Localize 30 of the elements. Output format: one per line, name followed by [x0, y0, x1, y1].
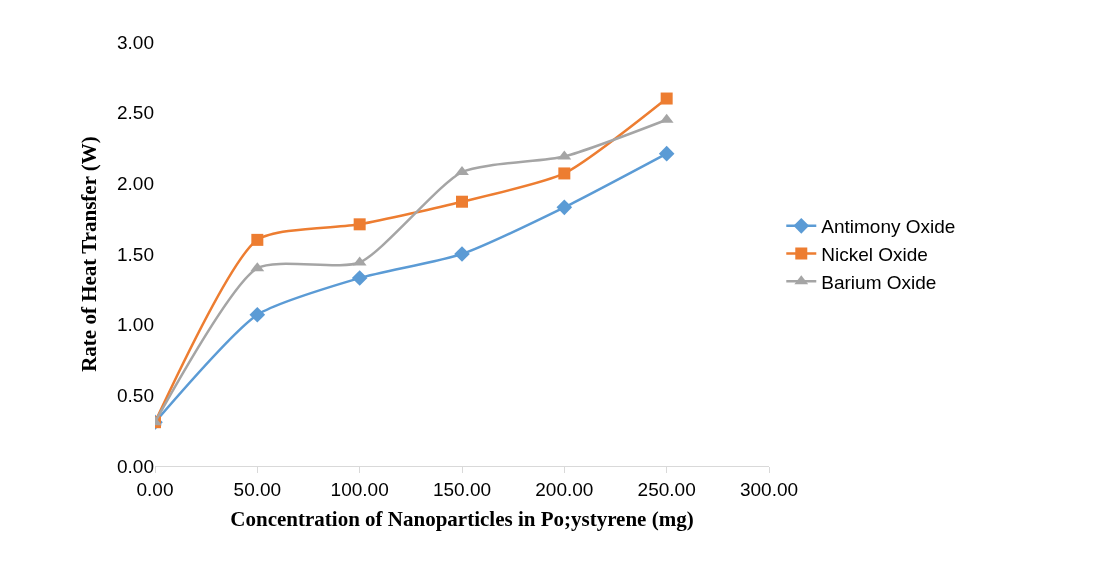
x-tick-label: 0.00 — [136, 478, 174, 500]
point — [351, 270, 368, 286]
legend-label: Barium Oxide — [821, 271, 937, 293]
y-tick-label: 0.00 — [117, 455, 154, 477]
x-tick-label: 300.00 — [739, 478, 799, 500]
point — [556, 199, 573, 216]
y-tick-label: 0.50 — [117, 384, 154, 406]
y-tick-label: 1.50 — [117, 243, 154, 265]
point — [558, 167, 571, 180]
point — [455, 166, 469, 176]
y-axis-title: Rate of Heat Transfer (W) — [77, 136, 102, 372]
y-tick-label: 2.50 — [117, 102, 154, 124]
legend-label: Nickel Oxide — [821, 243, 928, 265]
x-tick-label: 50.00 — [233, 478, 282, 500]
x-tick-label: 150.00 — [432, 478, 492, 500]
point — [353, 218, 366, 231]
legend-label: Antimony Oxide — [821, 216, 956, 238]
y-tick-label: 2.00 — [117, 172, 154, 194]
x-tick-label: 100.00 — [330, 478, 389, 500]
y-tick-label: 1.00 — [117, 314, 154, 336]
point — [456, 195, 468, 208]
y-tick-label: 3.00 — [117, 31, 154, 53]
point — [660, 92, 673, 105]
point — [251, 233, 264, 246]
point — [658, 145, 675, 162]
point — [249, 306, 266, 323]
x-tick-label: 200.00 — [535, 478, 594, 500]
x-axis-title: Concentration of Nanoparticles in Po;ystyrene (mg) — [230, 507, 694, 531]
x-tick-label: 250.00 — [637, 478, 696, 500]
point — [454, 246, 470, 262]
